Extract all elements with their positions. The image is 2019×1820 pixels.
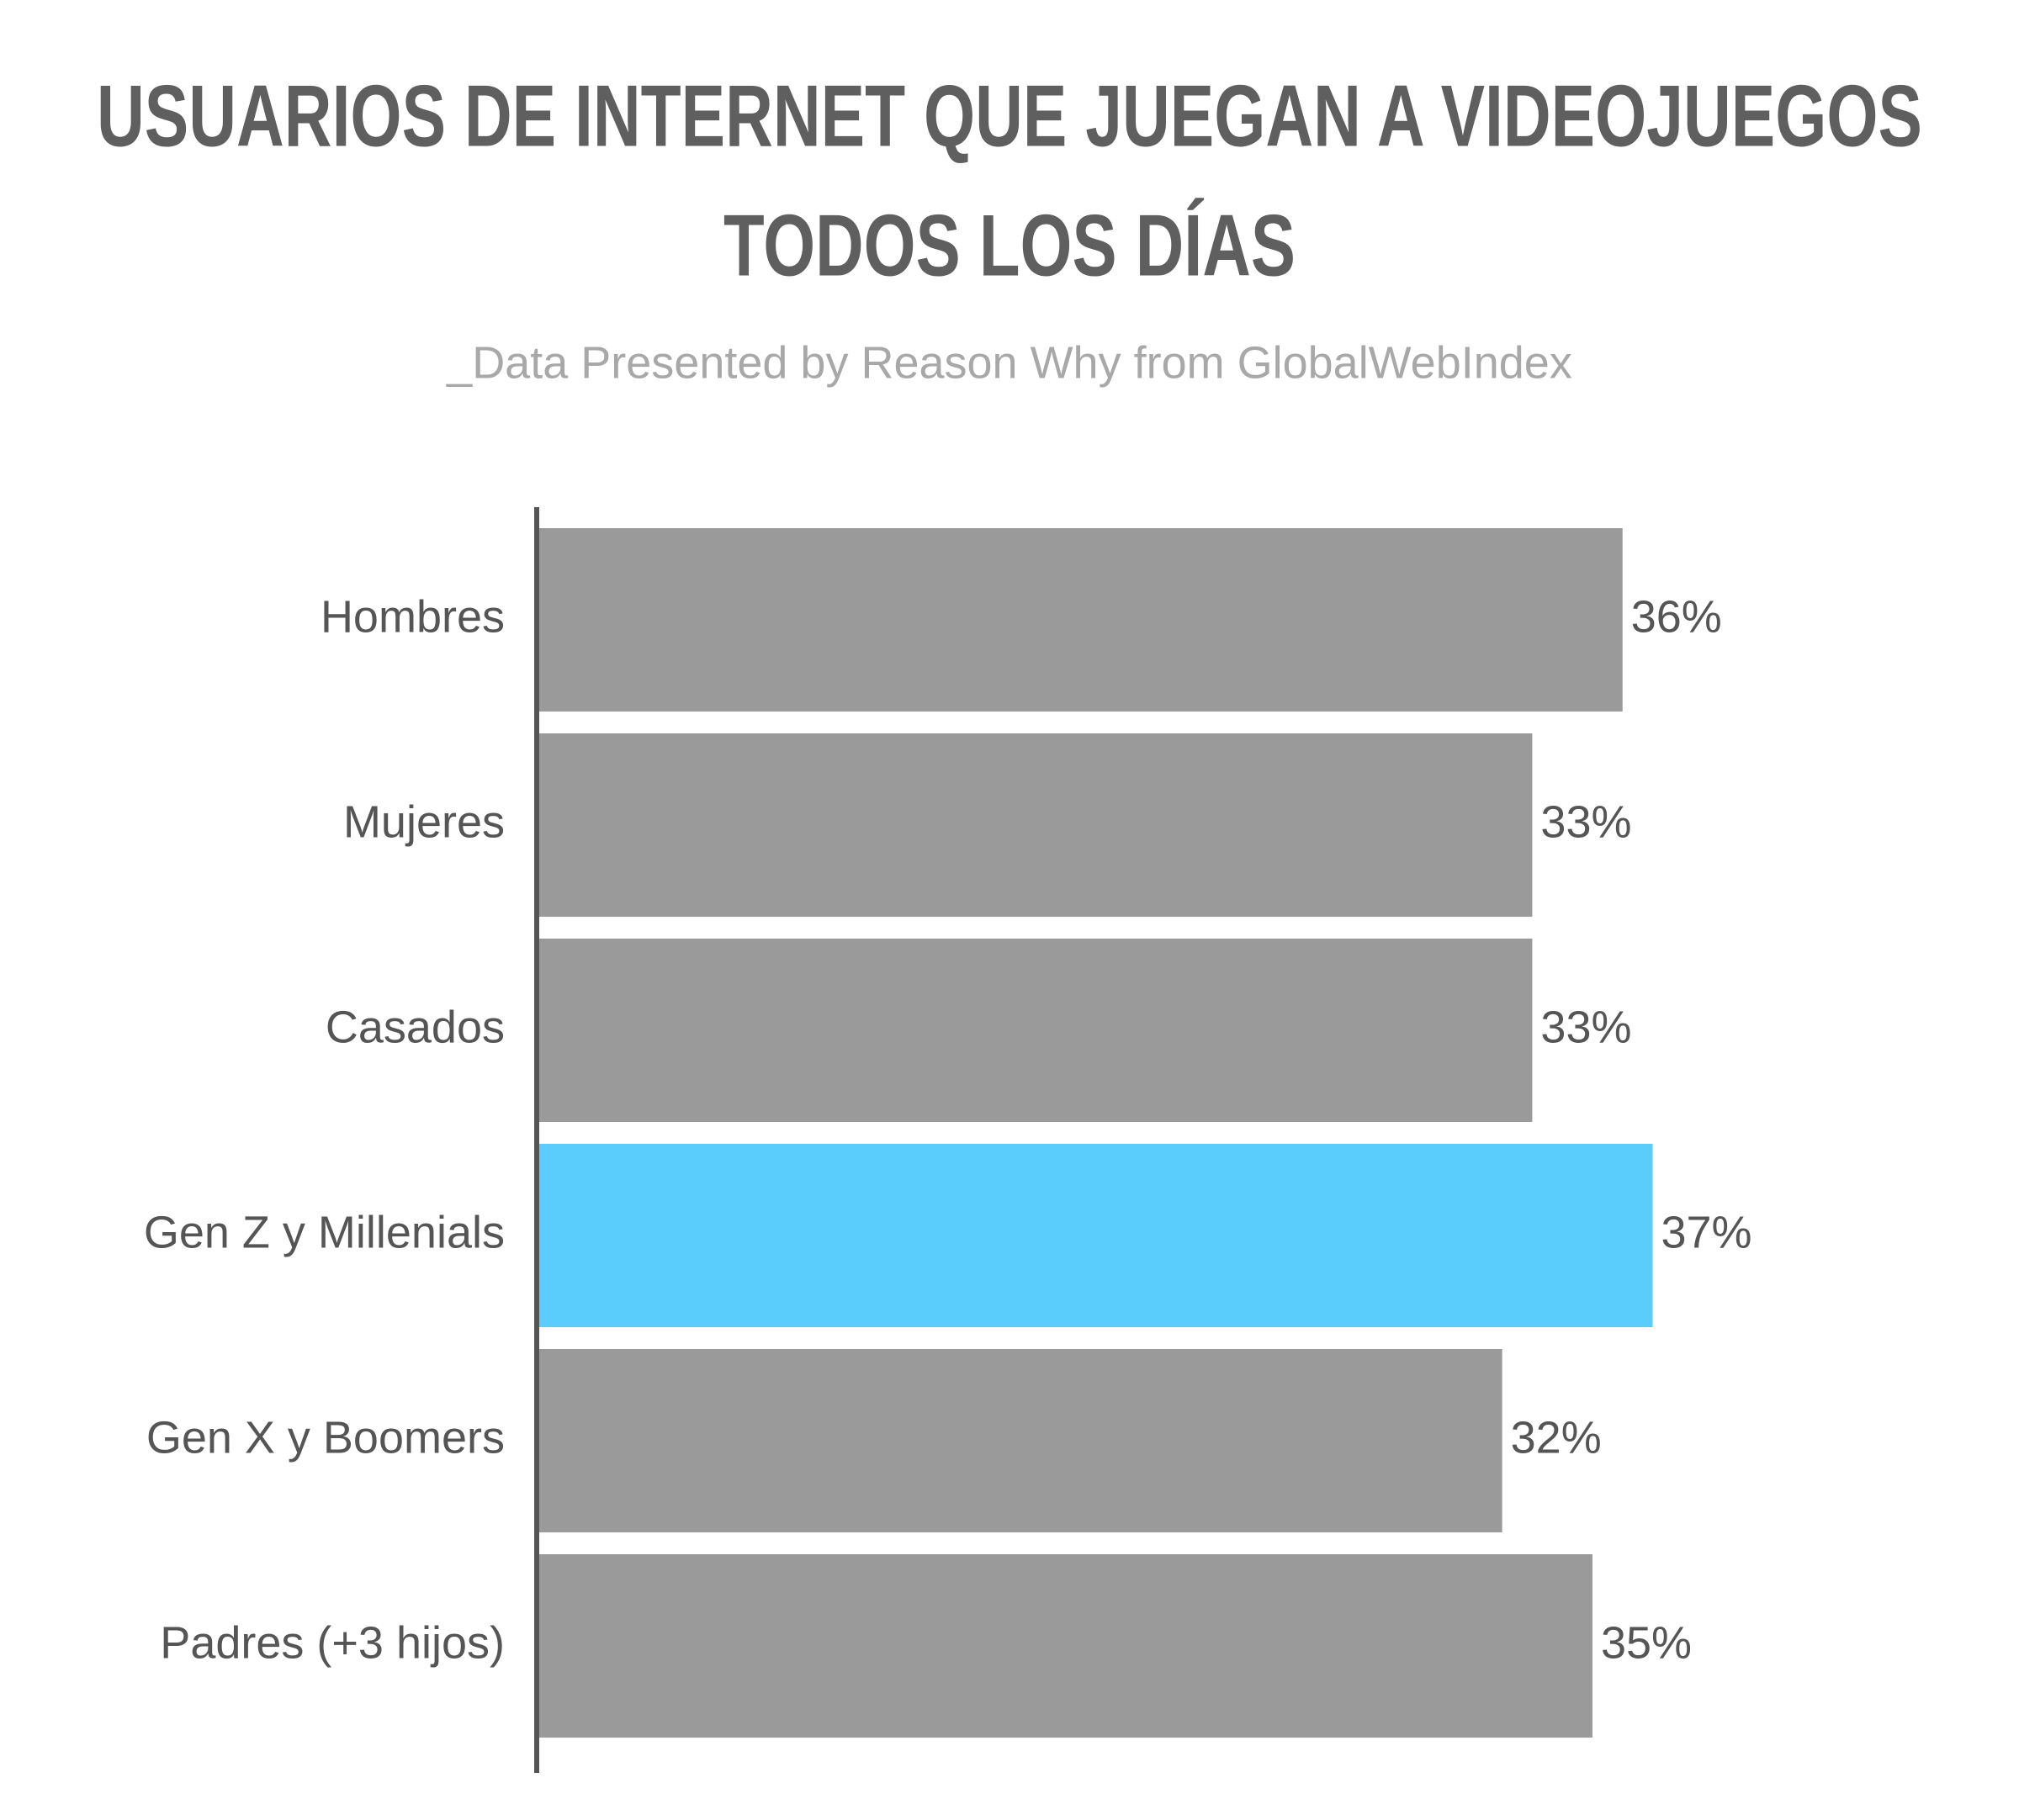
- bar: [539, 1144, 1653, 1327]
- value-label: 35%: [1601, 1617, 1692, 1668]
- category-label: Casados: [326, 1002, 505, 1052]
- bar: [539, 1554, 1592, 1738]
- chart-title: TODOS LOS DÍAS: [723, 197, 1296, 294]
- bar: [539, 528, 1623, 712]
- chart-subtitle: _Data Presented by Reason Why from Globa…: [446, 337, 1572, 388]
- bar: [539, 733, 1533, 917]
- value-label: 36%: [1631, 591, 1722, 642]
- category-label: Gen X y Boomers: [146, 1412, 505, 1463]
- category-label: Hombres: [321, 591, 505, 642]
- category-label: Gen Z y Millenials: [144, 1207, 505, 1257]
- bar: [539, 1349, 1502, 1532]
- bar: [539, 939, 1533, 1122]
- category-label: Mujeres: [343, 796, 505, 847]
- category-label: Padres (+3 hijos): [160, 1617, 505, 1668]
- value-label: 33%: [1540, 796, 1631, 847]
- chart-title: USUARIOS DE INTERNET QUE JUEGAN A VIDEOJ…: [97, 67, 1922, 165]
- value-label: 33%: [1540, 1002, 1631, 1052]
- value-label: 37%: [1661, 1207, 1751, 1257]
- value-label: 32%: [1511, 1412, 1602, 1463]
